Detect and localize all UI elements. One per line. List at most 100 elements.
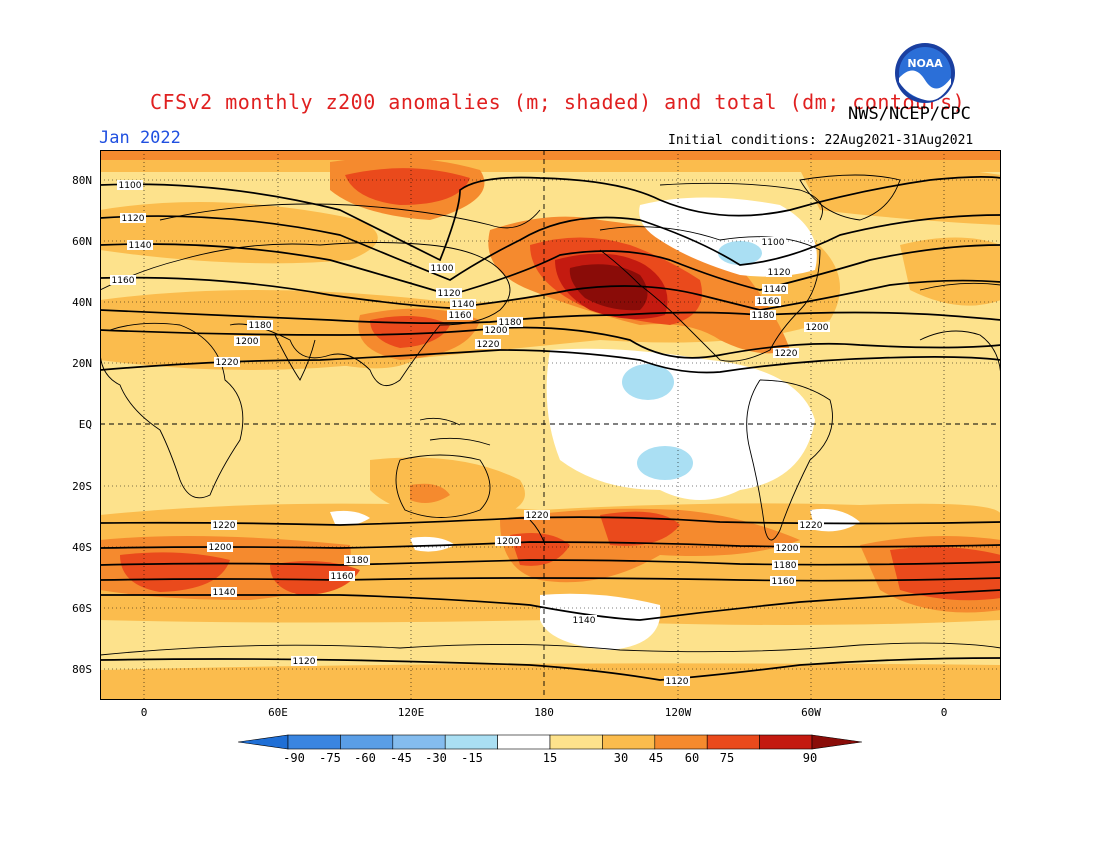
colorbar-cell [549,734,603,750]
lat-label: EQ [78,418,92,431]
svg-text:1180: 1180 [346,556,369,566]
contour-label: 1200 [804,322,830,333]
lon-label: 0 [140,706,148,719]
contour-label: 1180 [344,555,370,566]
svg-text:1140: 1140 [452,300,475,310]
colorbar-cell [759,734,813,750]
contour-label: 1160 [755,296,781,307]
map-title: CFSv2 monthly z200 anomalies (m; shaded)… [150,90,966,114]
contour-label: 1140 [450,299,476,310]
contour-label: 1200 [234,336,260,347]
colorbar-cell [602,734,656,750]
logo-text: NOAA [907,57,943,70]
colorbar-label: 45 [648,751,664,765]
initial-conditions: Initial conditions: 22Aug2021-31Aug2021 [668,133,974,148]
shading-neg-15-30 [622,241,762,480]
svg-text:1120: 1120 [768,268,791,278]
colorbar-label: 15 [542,751,558,765]
svg-text:1160: 1160 [449,311,472,321]
contour-label: 1160 [447,310,473,321]
svg-text:1160: 1160 [757,297,780,307]
colorbar-cell [654,734,708,750]
colorbar-label: 75 [719,751,735,765]
lon-label: 0 [940,706,948,719]
contour-label: 1100 [760,237,786,248]
lat-label: 20S [72,480,92,493]
svg-text:1220: 1220 [216,358,239,368]
svg-text:1120: 1120 [293,657,316,667]
lat-label: 80S [72,663,92,676]
lat-label: 60N [72,235,92,248]
anomaly-map: 1100 1120 1140 1160 1180 1200 1220 1100 … [100,150,1001,700]
contour-label: 1220 [211,520,237,531]
coastlines [100,174,1001,656]
colorbar-cell [444,734,498,750]
contour-label: 1120 [766,267,792,278]
svg-text:1180: 1180 [249,321,272,331]
contour-label: 1140 [762,284,788,295]
svg-text:1180: 1180 [499,318,522,328]
colorbar-label: -15 [461,751,483,765]
svg-text:1180: 1180 [752,311,775,321]
svg-text:1140: 1140 [213,588,236,598]
lat-label: 40N [72,296,92,309]
contour-label: 1180 [247,320,273,331]
svg-text:1200: 1200 [497,537,520,547]
svg-text:1220: 1220 [213,521,236,531]
forecast-month: Jan 2022 [99,128,181,148]
svg-text:1100: 1100 [119,181,142,191]
lat-label: 20N [72,357,92,370]
svg-text:1140: 1140 [573,616,596,626]
colorbar-label: -60 [354,751,376,765]
svg-text:1120: 1120 [438,289,461,299]
svg-text:1100: 1100 [762,238,785,248]
contour-label: 1200 [774,543,800,554]
colorbar-label: 30 [613,751,629,765]
svg-text:1120: 1120 [666,677,689,687]
contour-label: 1100 [429,263,455,274]
svg-text:1220: 1220 [526,511,549,521]
height-contours [100,176,1001,681]
contour-label: 1160 [770,576,796,587]
contour-label: 1140 [571,615,597,626]
svg-text:1200: 1200 [776,544,799,554]
colorbar-cell [340,734,394,750]
svg-text:1100: 1100 [431,264,454,274]
colorbar [238,734,862,750]
colorbar-cell [287,734,341,750]
contour-label: 1180 [772,560,798,571]
svg-text:1200: 1200 [485,326,508,336]
contour-label: 1180 [750,310,776,321]
lat-label: 80N [72,174,92,187]
colorbar-cells [238,734,862,750]
svg-text:1120: 1120 [122,214,145,224]
colorbar-cell [497,734,551,750]
colorbar-label: -30 [425,751,447,765]
contour-labels: 1100 1120 1140 1160 1180 1200 1220 1100 … [110,180,830,687]
lon-label: 120E [397,706,425,719]
svg-text:1160: 1160 [331,572,354,582]
contour-label: 1120 [291,656,317,667]
svg-text:1140: 1140 [129,241,152,251]
svg-text:1200: 1200 [236,337,259,347]
contour-label: 1200 [495,536,521,547]
colorbar-label: -75 [319,751,341,765]
equator-dateline [100,150,1001,700]
contour-label: 1120 [120,213,146,224]
svg-text:1200: 1200 [209,543,232,553]
agency-label: NWS/NCEP/CPC [848,104,971,124]
contour-label: 1220 [773,348,799,359]
lon-label: 180 [534,706,554,719]
contour-label: 1100 [117,180,143,191]
svg-text:1160: 1160 [772,577,795,587]
lat-label: 60S [72,602,92,615]
contour-label: 1220 [475,339,501,350]
contour-label: 1200 [483,325,509,336]
contour-label: 1140 [211,587,237,598]
colorbar-label: 90 [802,751,818,765]
svg-text:1200: 1200 [806,323,829,333]
colorbar-cell [706,734,760,750]
contour-label: 1220 [798,520,824,531]
lon-label: 60W [801,706,821,719]
contour-label: 1120 [664,676,690,687]
